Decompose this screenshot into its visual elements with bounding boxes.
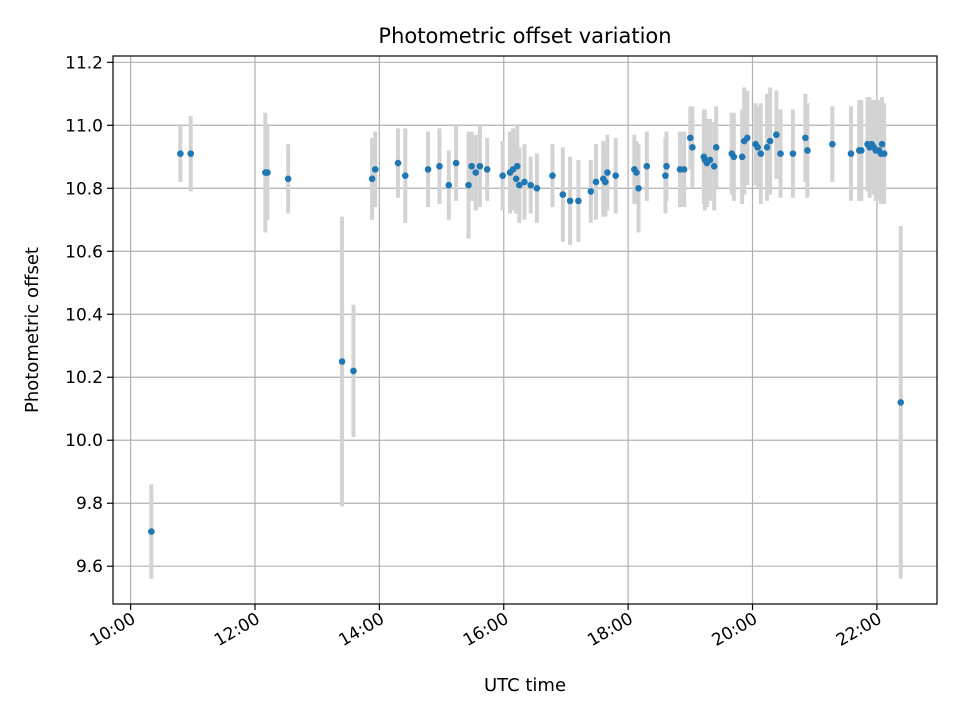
data-point bbox=[575, 197, 582, 205]
data-point bbox=[757, 150, 765, 157]
data-point bbox=[633, 169, 640, 176]
data-point bbox=[777, 150, 784, 157]
data-point bbox=[592, 178, 600, 186]
data-point bbox=[744, 134, 751, 142]
x-tick-label: 16:00 bbox=[460, 609, 512, 651]
data-point bbox=[264, 169, 271, 176]
x-tick-label: 14:00 bbox=[335, 609, 387, 651]
data-point bbox=[880, 150, 888, 157]
data-point bbox=[284, 175, 292, 183]
x-tick-label: 18:00 bbox=[584, 609, 636, 651]
data-point bbox=[829, 140, 836, 148]
data-point bbox=[773, 131, 780, 139]
data-point bbox=[754, 144, 761, 151]
data-point bbox=[401, 172, 409, 179]
data-point bbox=[738, 153, 746, 161]
data-point bbox=[148, 528, 155, 535]
data-point bbox=[338, 358, 346, 365]
data-point bbox=[533, 184, 541, 192]
x-axis-title: UTC time bbox=[484, 675, 566, 696]
x-tick-label: 22:00 bbox=[833, 609, 885, 651]
y-tick-label: 10.8 bbox=[65, 179, 103, 199]
data-point bbox=[766, 137, 774, 145]
data-point bbox=[549, 172, 556, 179]
x-tick-label: 12:00 bbox=[211, 609, 263, 651]
data-point bbox=[527, 181, 535, 189]
x-tick-label: 20:00 bbox=[709, 609, 761, 651]
data-point bbox=[350, 367, 357, 375]
data-point bbox=[662, 172, 669, 179]
data-point bbox=[635, 184, 642, 192]
data-point bbox=[878, 140, 886, 148]
data-point bbox=[436, 162, 443, 170]
data-point bbox=[476, 162, 484, 170]
x-tick-label: 10:00 bbox=[87, 609, 139, 651]
data-point bbox=[499, 172, 507, 179]
x-axis: 10:00 12:00 14:00 16:00 18:00 20:00 22:00 bbox=[87, 604, 885, 651]
data-point bbox=[804, 147, 811, 154]
data-point bbox=[177, 150, 184, 157]
data-point bbox=[604, 169, 611, 176]
data-point bbox=[587, 188, 595, 195]
y-tick-label: 10.0 bbox=[65, 431, 103, 451]
data-point bbox=[712, 144, 720, 151]
y-tick-label: 10.4 bbox=[65, 305, 103, 325]
chart-title: Photometric offset variation bbox=[378, 24, 671, 48]
data-point bbox=[465, 181, 472, 189]
data-point bbox=[706, 156, 714, 164]
data-point bbox=[689, 144, 696, 151]
data-point bbox=[187, 150, 195, 157]
y-tick-label: 9.6 bbox=[76, 557, 103, 577]
data-point bbox=[663, 162, 670, 170]
y-axis-title: Photometric offset bbox=[22, 247, 43, 413]
data-point bbox=[847, 150, 855, 157]
data-point bbox=[472, 169, 480, 176]
data-point bbox=[643, 162, 651, 170]
data-point bbox=[730, 153, 738, 161]
data-point bbox=[802, 134, 809, 142]
data-point bbox=[512, 175, 520, 183]
y-tick-label: 10.2 bbox=[65, 368, 103, 388]
data-point bbox=[452, 159, 460, 167]
data-point bbox=[559, 191, 567, 198]
plot-frame bbox=[112, 55, 938, 605]
data-points bbox=[148, 131, 905, 535]
data-point bbox=[858, 147, 865, 154]
data-point bbox=[566, 197, 574, 205]
data-point bbox=[513, 162, 521, 170]
data-point bbox=[789, 150, 797, 157]
data-point bbox=[368, 175, 376, 183]
data-point bbox=[468, 162, 475, 170]
data-point bbox=[521, 178, 528, 186]
data-point bbox=[763, 144, 771, 151]
data-point bbox=[424, 166, 432, 173]
plot-area bbox=[113, 56, 937, 604]
data-point bbox=[515, 181, 523, 189]
data-point bbox=[680, 166, 688, 173]
y-axis: 9.6 9.8 10.0 10.2 10.4 10.6 10.8 11.0 11.2 bbox=[65, 53, 113, 577]
y-tick-label: 10.6 bbox=[65, 242, 103, 262]
y-tick-label: 11.2 bbox=[65, 53, 103, 73]
data-point bbox=[602, 178, 609, 186]
data-point bbox=[483, 166, 491, 173]
y-tick-label: 9.8 bbox=[76, 494, 103, 514]
data-point bbox=[371, 166, 379, 173]
y-tick-label: 11.0 bbox=[65, 116, 103, 136]
data-point bbox=[710, 162, 718, 170]
data-point bbox=[897, 399, 905, 406]
data-point bbox=[687, 134, 694, 142]
data-point bbox=[445, 181, 453, 189]
data-point bbox=[612, 172, 619, 179]
data-point bbox=[394, 159, 402, 167]
